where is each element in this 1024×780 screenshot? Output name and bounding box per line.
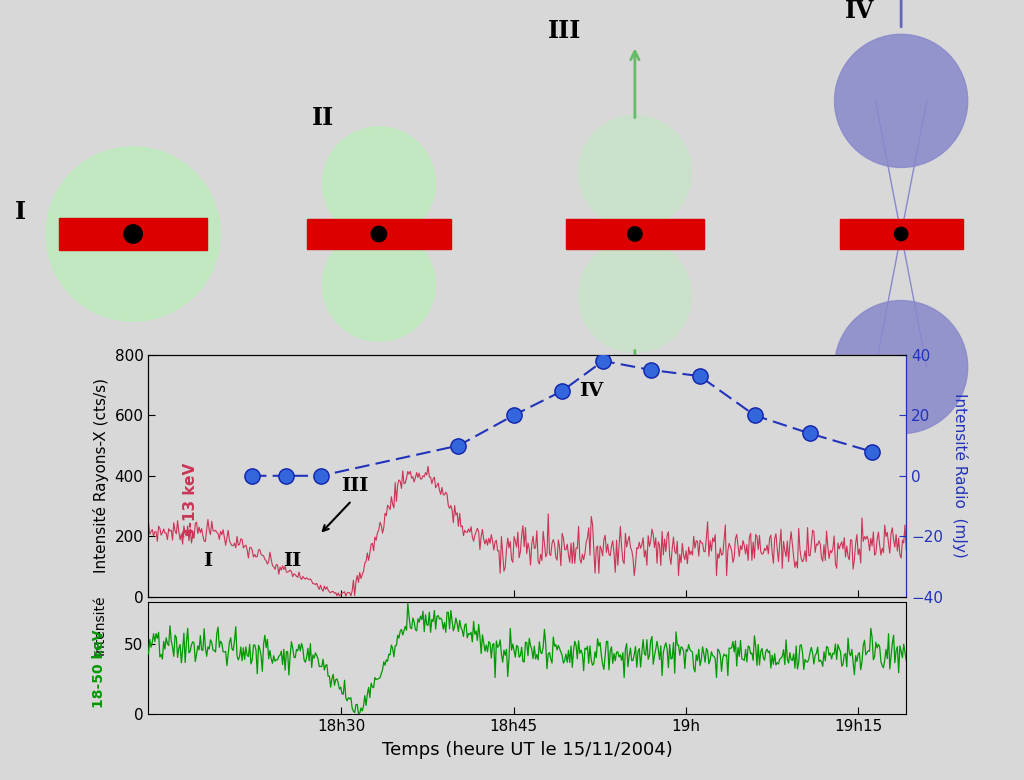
Ellipse shape [628, 227, 642, 241]
Y-axis label: Intensité Rayons-X (cts/s): Intensité Rayons-X (cts/s) [93, 378, 110, 573]
Ellipse shape [124, 225, 142, 243]
Bar [59, 218, 207, 250]
Ellipse shape [323, 229, 435, 341]
Ellipse shape [579, 239, 691, 353]
Ellipse shape [895, 227, 907, 241]
Text: II: II [283, 552, 301, 570]
Text: III: III [548, 20, 582, 44]
Bar [840, 219, 963, 250]
Ellipse shape [835, 300, 968, 434]
Text: I: I [204, 552, 213, 570]
Text: I: I [15, 200, 27, 224]
Text: II: II [312, 105, 335, 129]
Ellipse shape [579, 115, 691, 229]
Ellipse shape [835, 34, 968, 168]
Text: Intensité: Intensité [92, 594, 106, 654]
Text: III: III [341, 477, 369, 495]
Y-axis label: Intensité Radio  (mJy): Intensité Radio (mJy) [952, 393, 968, 558]
Text: IV: IV [579, 381, 603, 399]
Text: 18-50 keV: 18-50 keV [92, 629, 106, 708]
Text: 3-13 keV: 3-13 keV [182, 463, 198, 537]
Bar [307, 219, 451, 250]
Ellipse shape [323, 127, 435, 239]
Bar [565, 219, 705, 250]
Text: IV: IV [845, 0, 874, 23]
Ellipse shape [46, 147, 220, 321]
Ellipse shape [371, 226, 387, 242]
X-axis label: Temps (heure UT le 15/11/2004): Temps (heure UT le 15/11/2004) [382, 740, 673, 758]
